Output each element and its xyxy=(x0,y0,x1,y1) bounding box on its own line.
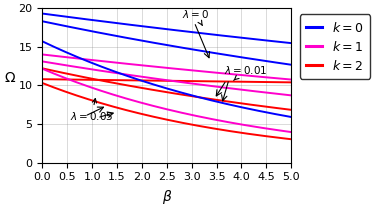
Y-axis label: $\Omega$: $\Omega$ xyxy=(4,71,16,85)
X-axis label: $\beta$: $\beta$ xyxy=(162,188,172,206)
Legend: $k = 0$, $k = 1$, $k = 2$: $k = 0$, $k = 1$, $k = 2$ xyxy=(300,14,370,79)
Text: $\lambda = 0.01$: $\lambda = 0.01$ xyxy=(224,64,267,80)
Text: $\lambda = 0.05$: $\lambda = 0.05$ xyxy=(70,98,113,122)
Text: $\lambda = 0$: $\lambda = 0$ xyxy=(182,8,209,25)
